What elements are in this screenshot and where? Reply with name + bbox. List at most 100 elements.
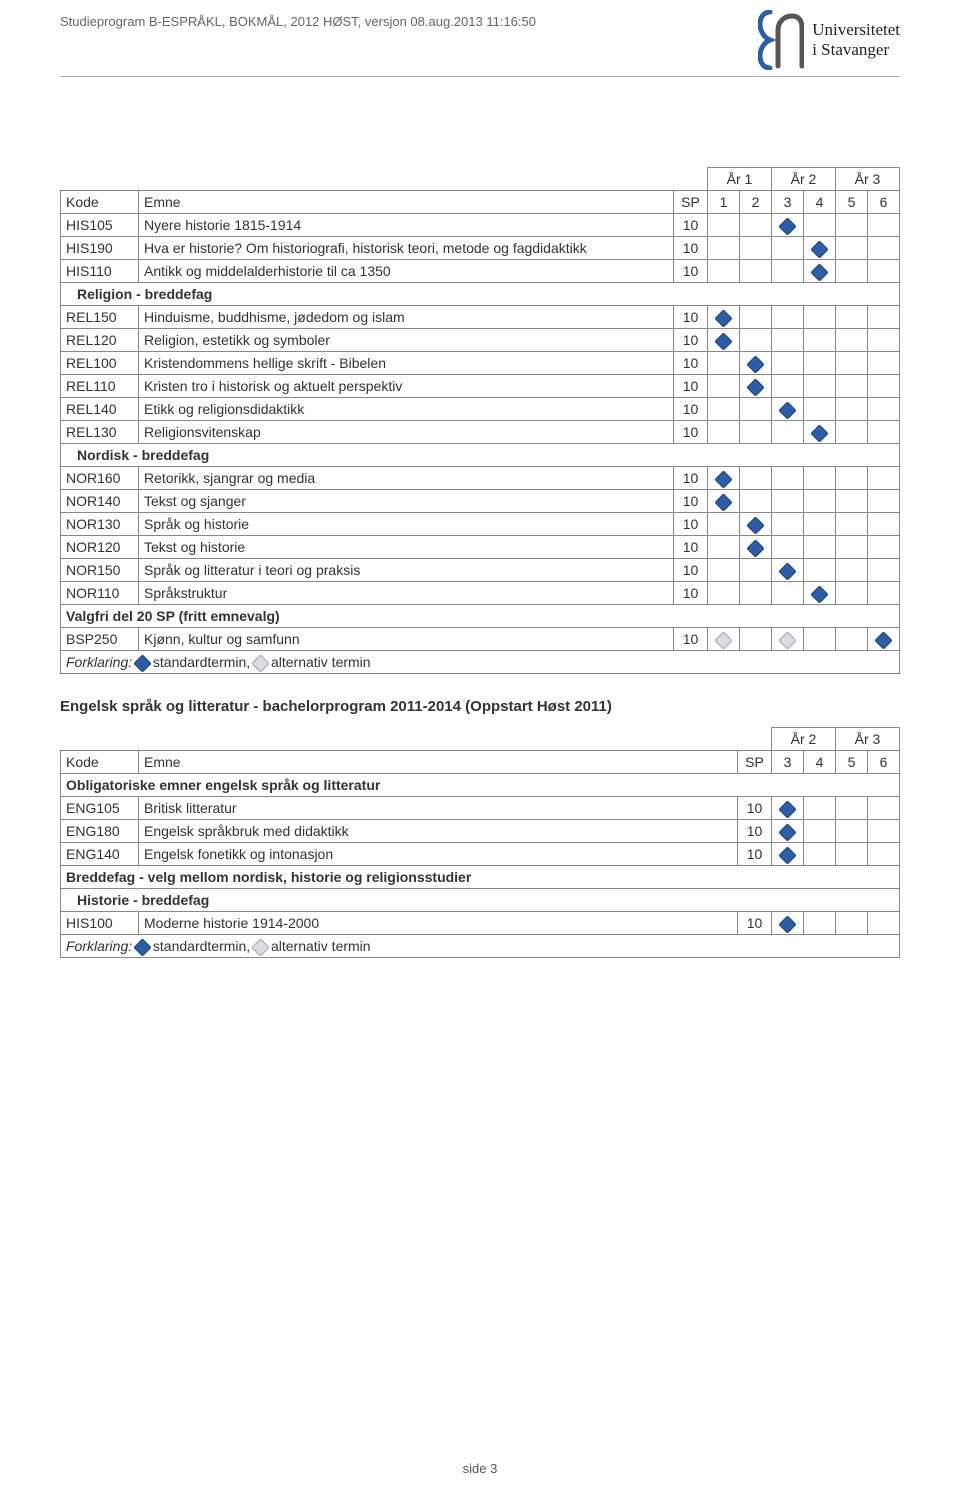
term-cell: [804, 329, 836, 352]
term-cell: [804, 260, 836, 283]
course-code: REL150: [61, 306, 139, 329]
course-sp: 10: [674, 490, 708, 513]
term-cell: [836, 467, 868, 490]
term-std-icon: [810, 424, 828, 442]
sem-header: 3: [772, 751, 804, 774]
course-sp: 10: [674, 467, 708, 490]
term-cell: [772, 467, 804, 490]
term-cell: [772, 513, 804, 536]
term-cell: [868, 797, 900, 820]
term-std-icon: [746, 516, 764, 534]
term-cell: [868, 398, 900, 421]
course-name: Språkstruktur: [139, 582, 674, 605]
term-cell: [708, 398, 740, 421]
legend-alt: alternativ termin: [271, 654, 371, 670]
term-std-icon: [133, 938, 151, 956]
term-cell: [708, 260, 740, 283]
legend-std: standardtermin,: [153, 938, 250, 954]
course-row: ENG180Engelsk språkbruk med didaktikk10: [61, 820, 900, 843]
term-cell: [772, 628, 804, 651]
term-cell: [868, 912, 900, 935]
col-emne: Emne: [139, 751, 738, 774]
term-cell: [740, 237, 772, 260]
course-code: HIS100: [61, 912, 139, 935]
course-row: NOR110Språkstruktur10: [61, 582, 900, 605]
course-sp: 10: [674, 214, 708, 237]
course-name: Hva er historie? Om historiografi, histo…: [139, 237, 674, 260]
university-logo: Universitetet i Stavanger: [758, 10, 900, 76]
term-cell: [836, 912, 868, 935]
course-code: REL100: [61, 352, 139, 375]
term-cell: [804, 536, 836, 559]
course-sp: 10: [674, 513, 708, 536]
course-code: ENG105: [61, 797, 139, 820]
term-std-icon: [133, 654, 151, 672]
course-name: Språk og historie: [139, 513, 674, 536]
term-cell: [868, 352, 900, 375]
col-emne: Emne: [139, 191, 674, 214]
term-cell: [868, 467, 900, 490]
term-cell: [740, 559, 772, 582]
term-cell: [772, 398, 804, 421]
term-cell: [868, 536, 900, 559]
term-cell: [836, 329, 868, 352]
section-heading: Breddefag - velg mellom nordisk, histori…: [61, 866, 900, 889]
course-name: Etikk og religionsdidaktikk: [139, 398, 674, 421]
term-cell: [836, 536, 868, 559]
course-name: Engelsk fonetikk og intonasjon: [139, 843, 738, 866]
term-cell: [804, 467, 836, 490]
term-cell: [836, 306, 868, 329]
year-header: År 1: [708, 168, 772, 191]
course-name: Antikk og middelalderhistorie til ca 135…: [139, 260, 674, 283]
col-kode: Kode: [61, 191, 139, 214]
course-sp: 10: [674, 398, 708, 421]
sem-header: 1: [708, 191, 740, 214]
term-cell: [836, 375, 868, 398]
term-std-icon: [874, 631, 892, 649]
course-name: Hinduisme, buddhisme, jødedom og islam: [139, 306, 674, 329]
term-cell: [740, 306, 772, 329]
term-cell: [740, 421, 772, 444]
term-cell: [740, 536, 772, 559]
legend-row: Forklaring: standardtermin, alternativ t…: [61, 935, 900, 958]
course-sp: 10: [738, 820, 772, 843]
term-cell: [772, 329, 804, 352]
course-row: HIS105Nyere historie 1815-191410: [61, 214, 900, 237]
term-cell: [708, 329, 740, 352]
term-std-icon: [810, 585, 828, 603]
term-cell: [868, 490, 900, 513]
term-cell: [708, 582, 740, 605]
term-cell: [740, 467, 772, 490]
course-sp: 10: [674, 306, 708, 329]
course-name: Nyere historie 1815-1914: [139, 214, 674, 237]
term-cell: [772, 582, 804, 605]
course-row: HIS110Antikk og middelalderhistorie til …: [61, 260, 900, 283]
course-code: HIS110: [61, 260, 139, 283]
term-cell: [804, 490, 836, 513]
term-cell: [772, 306, 804, 329]
section2-title: Engelsk språk og litteratur - bachelorpr…: [60, 698, 900, 715]
sem-header: 2: [740, 191, 772, 214]
term-cell: [740, 398, 772, 421]
course-code: NOR140: [61, 490, 139, 513]
sem-header: 6: [868, 751, 900, 774]
term-cell: [836, 559, 868, 582]
term-cell: [868, 237, 900, 260]
term-cell: [868, 306, 900, 329]
col-sp: SP: [738, 751, 772, 774]
year-header: År 2: [772, 728, 836, 751]
course-name: Kristen tro i historisk og aktuelt persp…: [139, 375, 674, 398]
term-cell: [772, 237, 804, 260]
course-name: Moderne historie 1914-2000: [139, 912, 738, 935]
course-sp: 10: [674, 582, 708, 605]
term-cell: [836, 843, 868, 866]
term-cell: [804, 820, 836, 843]
term-cell: [804, 421, 836, 444]
term-cell: [836, 513, 868, 536]
term-cell: [708, 536, 740, 559]
course-row: ENG105Britisk litteratur10: [61, 797, 900, 820]
legend-label: Forklaring:: [66, 654, 132, 670]
course-code: REL110: [61, 375, 139, 398]
term-std-icon: [746, 378, 764, 396]
sem-header: 4: [804, 191, 836, 214]
